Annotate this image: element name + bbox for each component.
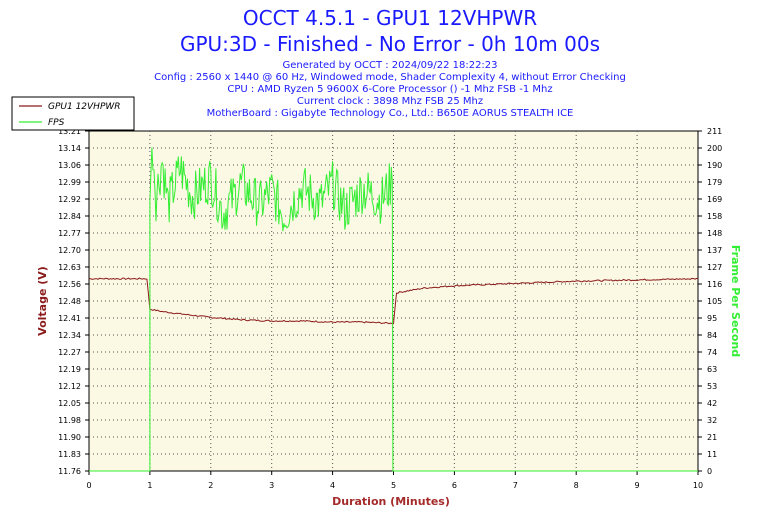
y-right-tick-label: 0 — [707, 467, 712, 476]
x-tick-label: 8 — [574, 481, 579, 490]
x-tick-label: 10 — [693, 481, 703, 490]
y-left-tick-label: 12.99 — [58, 178, 81, 187]
y-left-tick-label: 13.14 — [58, 144, 81, 153]
y-left-tick-label: 12.19 — [58, 365, 81, 374]
y-right-tick-label: 116 — [707, 280, 722, 289]
y-right-tick-label: 63 — [707, 365, 717, 374]
info-config: Config : 2560 x 1440 @ 60 Hz, Windowed m… — [154, 72, 626, 83]
x-tick-label: 6 — [452, 481, 457, 490]
y-left-tick-label: 11.90 — [58, 433, 81, 442]
y-right-tick-label: 11 — [707, 450, 717, 459]
y-left-ticks: 13.21 13.14 13.06 12.99 12.92 12.84 12.77 12.70… — [58, 127, 89, 476]
y-left-tick-label: 12.27 — [58, 348, 81, 357]
y-left-tick-label: 13.06 — [58, 161, 81, 170]
series — [88, 147, 699, 472]
y-left-tick-label: 13.21 — [58, 127, 81, 136]
info-generated: Generated by OCCT : 2024/09/22 18:22:23 — [282, 60, 498, 71]
y-right-tick-label: 127 — [707, 263, 722, 272]
y-right-tick-label: 190 — [707, 161, 722, 170]
chart-subtitle: GPU:3D - Finished - No Error - 0h 10m 00… — [179, 32, 600, 56]
info-clock: Current clock : 3898 Mhz FSB 25 Mhz — [296, 96, 484, 107]
y-left-tick-label: 11.98 — [58, 416, 81, 425]
series-line-voltage — [88, 277, 699, 325]
y-left-tick-label: 12.56 — [58, 280, 81, 289]
legend-label-fps: FPS — [48, 118, 65, 128]
info-motherboard: MotherBoard : Gigabyte Technology Co., L… — [206, 108, 574, 119]
x-tick-label: 5 — [391, 481, 396, 490]
legend: GPU1 12VHPWR FPS — [11, 96, 135, 131]
x-tick-label: 3 — [269, 481, 274, 490]
x-tick-label: 0 — [86, 481, 91, 490]
x-tick-label: 4 — [330, 481, 335, 490]
y-left-tick-label: 12.41 — [58, 314, 81, 323]
x-ticks: 0 1 2 3 4 5 6 7 8 9 10 — [86, 471, 703, 490]
grid — [89, 131, 698, 471]
y-right-axis-label: Frame Per Second — [729, 245, 742, 357]
x-axis-label: Duration (Minutes) — [332, 495, 450, 508]
x-tick-label: 1 — [147, 481, 152, 490]
y-left-tick-label: 12.05 — [58, 399, 81, 408]
y-left-tick-label: 12.12 — [58, 382, 81, 391]
y-right-tick-label: 179 — [707, 178, 722, 187]
y-right-tick-label: 84 — [707, 331, 717, 340]
y-left-tick-label: 12.70 — [58, 246, 81, 255]
y-right-tick-label: 21 — [707, 433, 717, 442]
y-left-tick-label: 11.76 — [58, 467, 81, 476]
x-tick-label: 7 — [513, 481, 518, 490]
x-tick-label: 2 — [208, 481, 213, 490]
legend-label-voltage: GPU1 12VHPWR — [48, 102, 121, 112]
y-left-tick-label: 12.63 — [58, 263, 81, 272]
y-right-tick-label: 53 — [707, 382, 717, 391]
y-right-tick-label: 95 — [707, 314, 717, 323]
y-right-tick-label: 211 — [707, 127, 722, 136]
y-left-tick-label: 11.83 — [58, 450, 81, 459]
y-left-tick-label: 12.92 — [58, 195, 81, 204]
legend-box — [11, 96, 135, 131]
y-right-tick-label: 74 — [707, 348, 717, 357]
y-right-ticks: 211 200 190 179 169 158 148 137 127 116 105 95 84 74 6… — [698, 127, 722, 476]
y-right-tick-label: 105 — [707, 297, 722, 306]
y-right-tick-label: 32 — [707, 416, 717, 425]
info-cpu: CPU : AMD Ryzen 5 9600X 6-Core Processor… — [227, 84, 553, 95]
y-right-tick-label: 169 — [707, 195, 722, 204]
y-right-tick-label: 148 — [707, 229, 722, 238]
y-right-tick-label: 137 — [707, 246, 722, 255]
x-tick-label: 9 — [635, 481, 640, 490]
y-left-axis-label: Voltage (V) — [36, 266, 49, 336]
y-right-tick-label: 42 — [707, 399, 717, 408]
y-left-tick-label: 12.84 — [58, 212, 81, 221]
y-right-tick-label: 200 — [707, 144, 722, 153]
y-left-tick-label: 12.34 — [58, 331, 81, 340]
y-right-tick-label: 158 — [707, 212, 722, 221]
y-left-tick-label: 12.77 — [58, 229, 81, 238]
y-left-tick-label: 12.48 — [58, 297, 81, 306]
chart-title: OCCT 4.5.1 - GPU1 12VHPWR — [242, 6, 538, 30]
series-line-fps — [89, 147, 698, 472]
